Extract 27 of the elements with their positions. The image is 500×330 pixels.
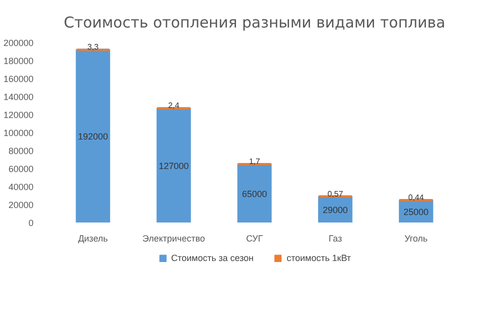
x-tick-label: Дизель — [78, 234, 108, 244]
legend-label: Стоимость за сезон — [171, 253, 254, 263]
legend-label: стоимость 1кВт — [286, 253, 351, 263]
data-label: 65000 — [242, 188, 268, 199]
data-label: 25000 — [404, 206, 429, 217]
data-label: 29000 — [322, 204, 348, 215]
y-tick-label: 60000 — [8, 164, 34, 174]
y-tick-label: 180000 — [3, 56, 34, 66]
x-tick-label: СУГ — [246, 234, 264, 244]
y-tick-label: 200000 — [3, 38, 34, 48]
data-label: 127000 — [158, 160, 189, 171]
y-tick-label: 120000 — [3, 110, 34, 120]
y-tick-label: 40000 — [8, 182, 34, 192]
y-tick-label: 0 — [28, 218, 34, 228]
chart-title: Стоимость отопления разными видами топлива — [64, 14, 446, 32]
y-tick-label: 100000 — [3, 128, 34, 138]
y-tick-label: 20000 — [8, 200, 34, 210]
x-tick-label: Уголь — [404, 234, 428, 244]
x-tick-label: Газ — [328, 234, 342, 244]
y-tick-label: 140000 — [3, 92, 34, 102]
y-tick-label: 80000 — [8, 146, 34, 156]
bar — [156, 107, 191, 222]
bar — [76, 48, 110, 222]
x-tick-label: Электричество — [142, 234, 206, 244]
data-label: 192000 — [78, 132, 108, 142]
bar — [237, 163, 272, 222]
y-tick-label: 160000 — [3, 74, 34, 84]
